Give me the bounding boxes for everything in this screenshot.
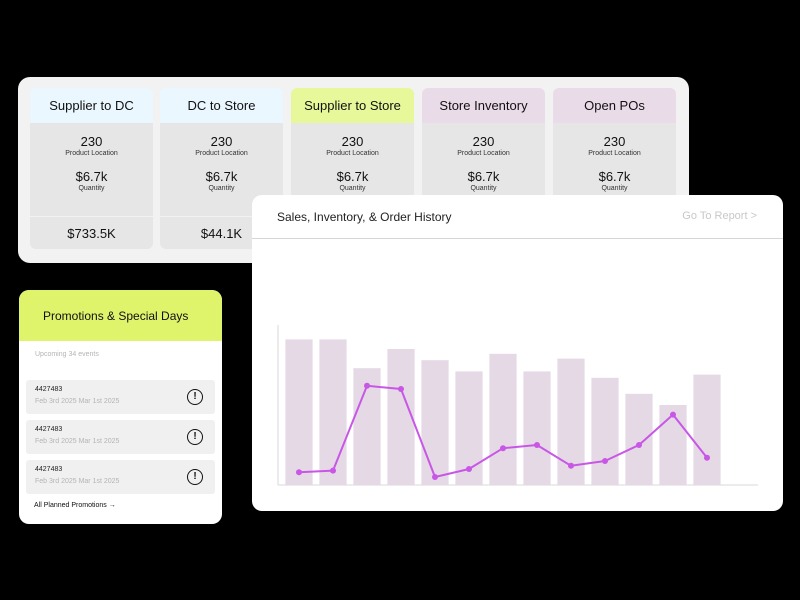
location-label: Product Location	[195, 150, 248, 157]
flow-column-supplier-to-dc[interactable]: Supplier to DC 230 Product Location $6.7…	[30, 88, 153, 249]
quantity-label: Quantity	[470, 185, 497, 192]
location-label: Product Location	[588, 150, 641, 157]
chart-point	[602, 458, 608, 464]
chart-bar	[523, 371, 551, 485]
alert-icon[interactable]: !	[187, 469, 203, 485]
promotion-dates: Feb 3rd 2025 Mar 1st 2025	[35, 398, 120, 405]
chart-point	[568, 462, 574, 469]
chart-point	[296, 469, 302, 476]
chart-point	[704, 454, 710, 461]
chart-point	[432, 474, 438, 480]
quantity-label: Quantity	[601, 185, 628, 192]
quantity-label: Quantity	[78, 185, 105, 192]
location-label: Product Location	[326, 150, 379, 157]
chart-bar	[489, 353, 517, 485]
promotion-item[interactable]: 4427483 Feb 3rd 2025 Mar 1st 2025 !	[26, 420, 215, 454]
chart-bar	[659, 405, 687, 485]
promotions-card: Promotions & Special Days Upcoming 34 ev…	[19, 290, 222, 524]
promotion-id: 4427483	[35, 386, 63, 393]
alert-icon[interactable]: !	[187, 389, 203, 405]
flow-column-title: Store Inventory	[422, 88, 545, 123]
flow-column-title: Supplier to Store	[291, 88, 414, 123]
chart-bar	[387, 349, 415, 485]
flow-column-body: 230 Product Location $6.7k Quantity	[30, 123, 153, 216]
promotion-dates: Feb 3rd 2025 Mar 1st 2025	[35, 478, 120, 485]
location-label: Product Location	[65, 150, 118, 157]
location-count: 230	[472, 134, 495, 149]
promotion-id: 4427483	[35, 426, 63, 433]
flow-column-total: $733.5K	[30, 217, 153, 249]
chart-bar	[591, 377, 619, 485]
chart-title: Sales, Inventory, & Order History	[277, 210, 452, 224]
flow-summary-card: Supplier to DC 230 Product Location $6.7…	[18, 77, 689, 263]
location-label: Product Location	[457, 150, 510, 157]
alert-icon[interactable]: !	[187, 429, 203, 445]
chart-point	[636, 442, 642, 448]
location-count: 230	[603, 134, 626, 149]
chart-bar	[319, 339, 347, 485]
quantity-value: $6.7k	[467, 169, 500, 184]
chart-bar	[421, 360, 449, 485]
promotion-id: 4427483	[35, 466, 63, 473]
sales-chart-plot	[277, 325, 758, 486]
chart-point	[534, 442, 540, 448]
go-to-report-link[interactable]: Go To Report >	[682, 210, 757, 222]
promotion-item[interactable]: 4427483 Feb 3rd 2025 Mar 1st 2025 !	[26, 380, 215, 414]
chart-point	[364, 382, 370, 389]
location-count: 230	[210, 134, 233, 149]
quantity-value: $6.7k	[336, 169, 369, 184]
quantity-value: $6.7k	[598, 169, 631, 184]
upcoming-events-count: Upcoming 34 events	[35, 351, 99, 358]
chart-point	[670, 411, 676, 418]
chart-point	[330, 467, 336, 474]
chart-point	[466, 466, 472, 472]
location-count: 230	[341, 134, 364, 149]
promotion-dates: Feb 3rd 2025 Mar 1st 2025	[35, 438, 120, 445]
sales-chart-card: Sales, Inventory, & Order History Go To …	[252, 195, 783, 511]
quantity-value: $6.7k	[75, 169, 108, 184]
promotions-title: Promotions & Special Days	[19, 290, 222, 341]
flow-column-title: DC to Store	[160, 88, 283, 123]
quantity-label: Quantity	[339, 185, 366, 192]
quantity-value: $6.7k	[205, 169, 238, 184]
quantity-label: Quantity	[208, 185, 235, 192]
chart-divider	[252, 238, 783, 239]
location-count: 230	[80, 134, 103, 149]
flow-column-title: Supplier to DC	[30, 88, 153, 123]
chart-bar	[625, 393, 653, 485]
chart-bar	[285, 339, 313, 485]
promotion-item[interactable]: 4427483 Feb 3rd 2025 Mar 1st 2025 !	[26, 460, 215, 494]
all-planned-promotions-link[interactable]: All Planned Promotions →	[34, 502, 116, 509]
chart-bar	[693, 374, 721, 485]
chart-point	[398, 386, 404, 392]
flow-column-title: Open POs	[553, 88, 676, 123]
chart-point	[500, 445, 506, 452]
